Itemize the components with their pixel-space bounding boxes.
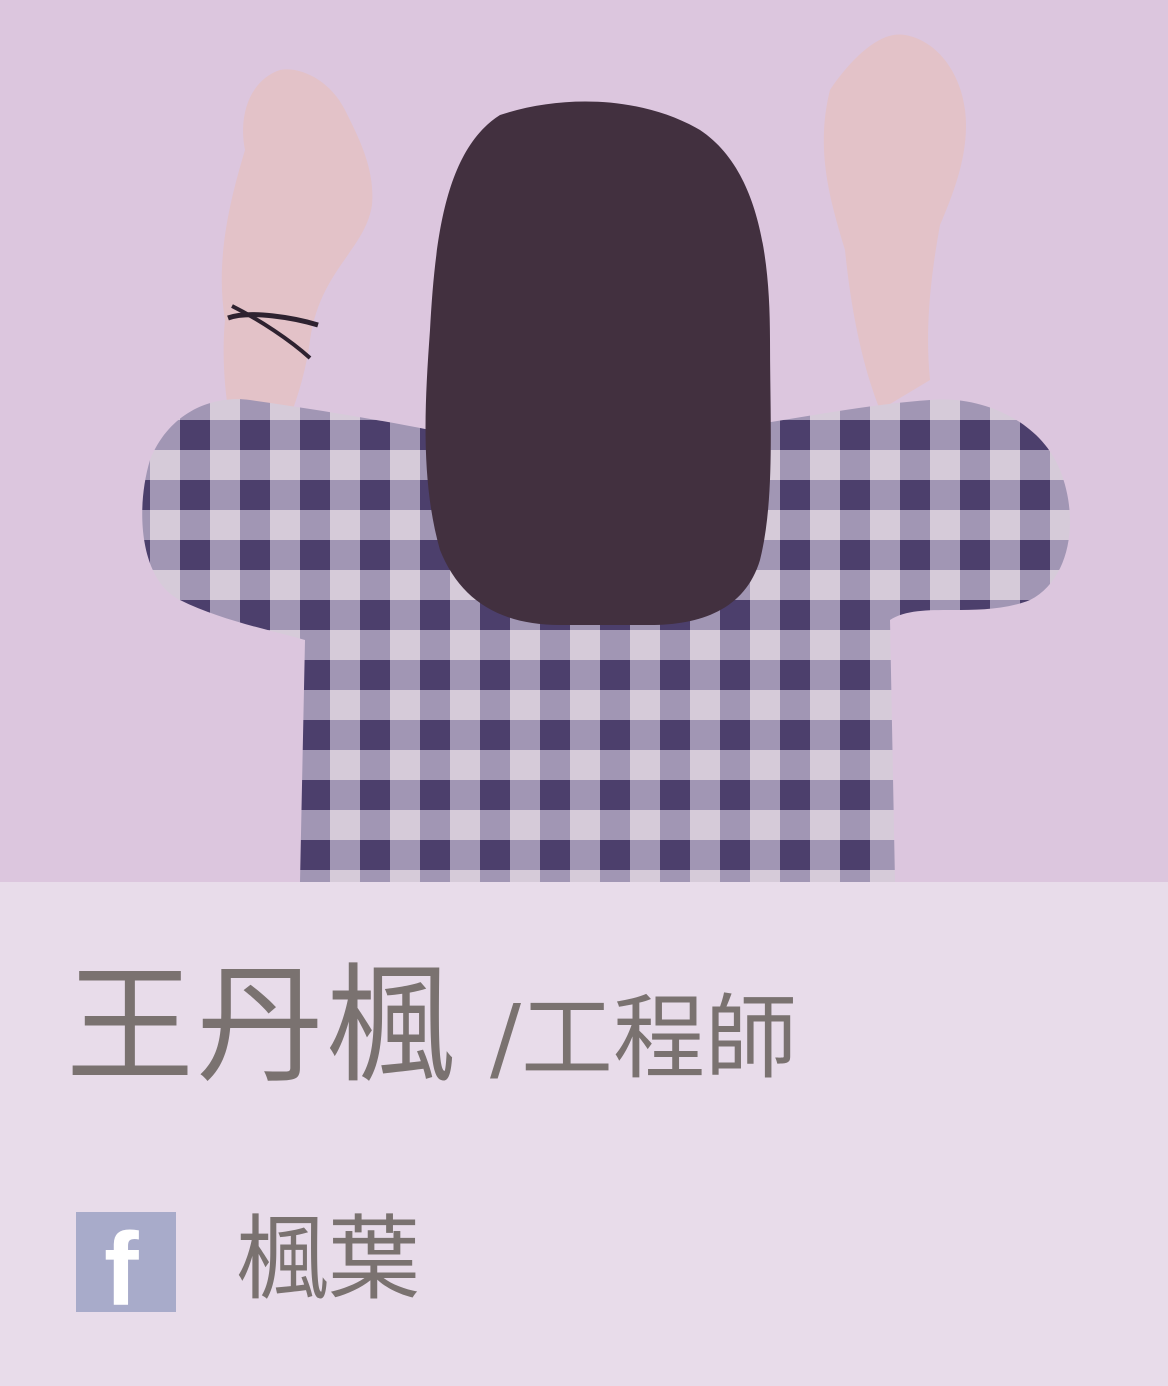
person-name: 王丹楓	[66, 952, 457, 1101]
profile-photo	[0, 0, 1168, 882]
facebook-icon-letter: f	[104, 1212, 139, 1328]
profile-info-panel: 王丹楓/工程師 f 楓葉	[0, 882, 1168, 1386]
facebook-name[interactable]: 楓葉	[236, 1206, 421, 1313]
name-row: 王丹楓/工程師	[66, 952, 797, 1114]
facebook-icon[interactable]: f	[76, 1212, 176, 1322]
person-photo-illustration	[142, 34, 1070, 882]
person-role: /工程師	[490, 985, 798, 1092]
